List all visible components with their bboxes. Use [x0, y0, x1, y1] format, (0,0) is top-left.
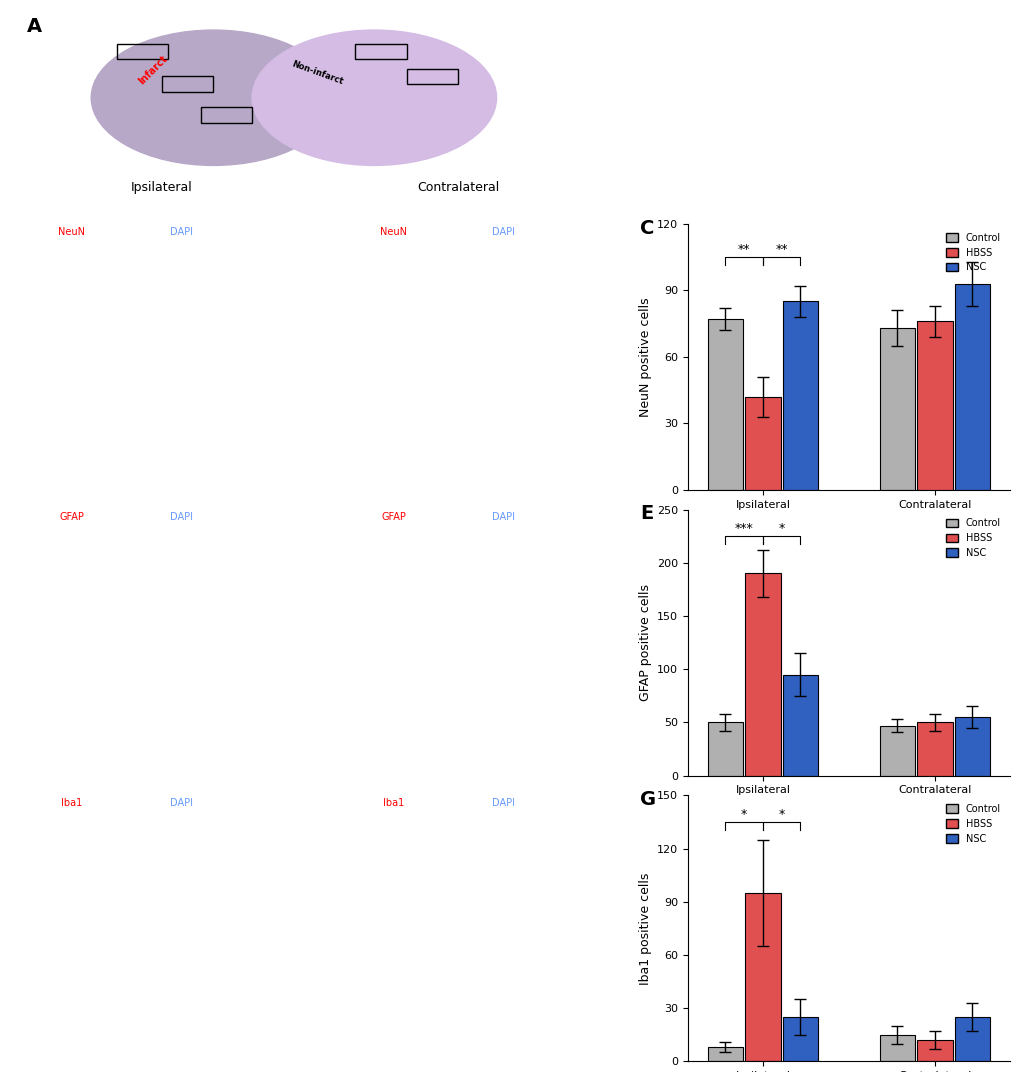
- Bar: [707, 319, 743, 490]
- Text: NSC: NSC: [20, 1008, 30, 1025]
- Text: Ipsilateral: Ipsilateral: [34, 619, 43, 667]
- Bar: [954, 284, 989, 490]
- Y-axis label: GFAP positive cells: GFAP positive cells: [638, 584, 651, 701]
- Text: E: E: [639, 504, 652, 523]
- Legend: Control, HBSS, NSC: Control, HBSS, NSC: [942, 515, 1004, 562]
- Bar: [916, 322, 952, 490]
- Text: Control: Control: [20, 825, 30, 855]
- Text: DAPI: DAPI: [169, 798, 193, 808]
- Text: C: C: [639, 219, 653, 238]
- Bar: [745, 893, 780, 1061]
- Bar: [782, 1017, 817, 1061]
- Text: **: **: [738, 243, 750, 256]
- Text: B: B: [26, 226, 42, 245]
- Text: A: A: [26, 16, 42, 35]
- Ellipse shape: [252, 30, 496, 165]
- Y-axis label: Iba1 positive cells: Iba1 positive cells: [638, 873, 651, 984]
- Text: **: **: [774, 243, 787, 256]
- Text: NSC: NSC: [20, 436, 30, 453]
- Text: DAPI: DAPI: [491, 798, 514, 808]
- Text: DAPI: DAPI: [491, 226, 514, 237]
- Bar: [745, 397, 780, 490]
- Text: Control: Control: [20, 254, 30, 284]
- Text: GFAP: GFAP: [59, 512, 85, 522]
- Text: Contralateral: Contralateral: [355, 896, 365, 961]
- Bar: [954, 717, 989, 775]
- Text: Iba1: Iba1: [61, 798, 83, 808]
- Bar: [707, 1047, 743, 1061]
- Text: DAPI: DAPI: [169, 226, 193, 237]
- Text: *: *: [741, 807, 747, 821]
- Text: Merge: Merge: [590, 798, 621, 808]
- Text: Contralateral: Contralateral: [355, 611, 365, 674]
- Text: Control: Control: [20, 539, 30, 570]
- Text: Iba1: Iba1: [383, 798, 404, 808]
- Text: HBSS: HBSS: [20, 631, 30, 654]
- Text: F: F: [26, 798, 40, 817]
- Text: NeuN: NeuN: [380, 226, 407, 237]
- Bar: [201, 107, 252, 123]
- Legend: Control, HBSS, NSC: Control, HBSS, NSC: [942, 228, 1004, 277]
- Bar: [117, 44, 168, 59]
- Text: HBSS: HBSS: [20, 917, 30, 940]
- Y-axis label: NeuN positive cells: NeuN positive cells: [638, 297, 651, 417]
- Bar: [162, 76, 213, 92]
- Text: DAPI: DAPI: [491, 512, 514, 522]
- Text: NSC: NSC: [20, 721, 30, 739]
- Text: NeuN: NeuN: [58, 226, 86, 237]
- Text: Merge: Merge: [269, 226, 300, 237]
- Bar: [878, 726, 914, 775]
- Bar: [954, 1017, 989, 1061]
- Text: Non-infarct: Non-infarct: [290, 59, 344, 86]
- Bar: [878, 1034, 914, 1061]
- Text: DAPI: DAPI: [169, 512, 193, 522]
- Bar: [355, 44, 407, 59]
- Legend: Control, HBSS, NSC: Control, HBSS, NSC: [942, 800, 1004, 848]
- Text: Contralateral: Contralateral: [355, 325, 365, 389]
- Text: GFAP: GFAP: [381, 512, 406, 522]
- Bar: [745, 574, 780, 775]
- Bar: [782, 301, 817, 490]
- Text: Merge: Merge: [590, 512, 621, 522]
- Bar: [707, 723, 743, 775]
- Text: Contralateral: Contralateral: [417, 181, 498, 194]
- Text: D: D: [26, 512, 43, 532]
- Text: *: *: [777, 522, 784, 535]
- Bar: [878, 328, 914, 490]
- Text: Merge: Merge: [269, 798, 300, 808]
- Bar: [916, 1040, 952, 1061]
- Text: Ipsilateral: Ipsilateral: [34, 332, 43, 381]
- Bar: [407, 69, 458, 85]
- Bar: [782, 674, 817, 775]
- Ellipse shape: [91, 30, 335, 165]
- Text: Ipsilateral: Ipsilateral: [34, 904, 43, 953]
- Text: G: G: [639, 790, 655, 809]
- Text: Infarct: Infarct: [137, 54, 169, 86]
- Text: Ipsilateral: Ipsilateral: [131, 181, 193, 194]
- Text: Merge: Merge: [590, 226, 621, 237]
- Text: ***: ***: [734, 522, 753, 535]
- Bar: [916, 723, 952, 775]
- Text: Merge: Merge: [269, 512, 300, 522]
- Text: *: *: [777, 807, 784, 821]
- Text: HBSS: HBSS: [20, 345, 30, 368]
